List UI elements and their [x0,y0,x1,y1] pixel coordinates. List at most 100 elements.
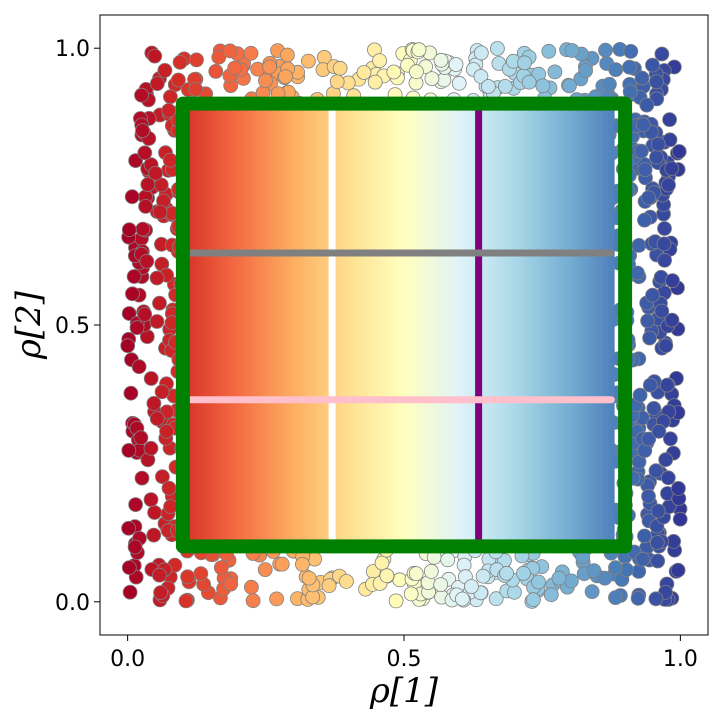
inner-square-strip [313,109,317,547]
scatter-point [278,69,293,84]
scatter-point [608,62,624,77]
scatter-point [180,569,196,585]
scatter-point [146,527,162,543]
inner-square-strip [300,109,305,547]
inner-square-strip [611,109,615,547]
scatter-point [664,312,680,328]
inner-square-strip [604,109,609,547]
scatter-point [562,78,577,94]
scatter-point [321,578,337,594]
inner-square-strip [516,109,521,547]
scatter-point [654,46,670,62]
scatter-point [121,442,137,458]
scatter-point [639,97,655,113]
inner-square-strip [337,109,342,547]
inner-square-strip [522,109,527,547]
y-tick-label: 0.0 [55,591,90,616]
scatter-point [640,313,655,329]
scatter-point [564,573,579,589]
inner-square-strip [209,109,214,547]
scatter-point [135,123,150,138]
inner-square-strip [383,109,387,547]
inner-square-strip [279,109,284,547]
scatter-point [151,567,167,583]
inner-square-strip [322,109,326,547]
scatter-point [547,64,563,80]
inner-square-strip [571,109,576,547]
scatter-point [152,204,168,220]
scatter-point [670,562,686,578]
scatter-point [170,72,186,88]
scatter-point [526,592,541,608]
inner-square-strip [443,109,448,547]
scatter-point [659,377,675,393]
scatter-point [188,81,204,97]
inner-square-strip [547,109,551,547]
inner-square-strip [325,109,329,547]
inner-square-strip [294,109,299,547]
inner-square-strip [483,109,487,547]
scatter-point [648,591,664,607]
scatter-point [632,387,648,403]
inner-square-strip [389,109,393,547]
scatter-point [635,117,651,133]
scatter-point [622,59,637,75]
scatter-point [211,49,227,65]
inner-square-strip [592,109,597,547]
y-axis-label: ρ[2] [9,290,49,360]
scatter-point [227,60,243,76]
scatter-point [517,55,532,71]
inner-square-strip [525,109,530,547]
inner-square-strip [297,109,302,547]
scatter-point [338,574,354,589]
scatter-point [386,64,402,80]
scatter-point [149,76,165,91]
scatter-point [133,430,149,446]
scatter-point [379,568,395,584]
inner-square-strip [425,109,430,547]
scatter-point [128,497,144,513]
scatter-point [143,371,159,386]
scatter-point [243,579,259,595]
scatter-point [139,253,155,269]
inner-square-strip [459,109,463,547]
inner-square-strip [559,109,563,547]
inner-square-strip [270,109,275,547]
lines-layer [184,105,615,550]
scatter-point [475,568,491,584]
inner-square-strip [498,109,503,547]
scatter-point [602,76,617,92]
scatter-point [535,78,551,94]
inner-square-strip [407,109,411,547]
scatter-point [634,70,650,86]
scatter-point [473,45,489,61]
scatter-point [623,44,639,59]
inner-square-strip [401,109,405,547]
scatter-point [301,570,317,586]
inner-square-strip [601,109,606,547]
scatter-point [499,565,515,581]
inner-square-strip [361,109,366,547]
inner-square-strip [215,109,220,547]
scatter-point [154,384,170,400]
inner-square-strip [541,109,545,547]
scatter-point [269,591,285,607]
y-axis: 0.0 0.5 1.0 [55,37,100,616]
inner-square-strip [501,109,506,547]
inner-square-strip [234,109,238,547]
scatter-point [147,48,163,64]
inner-square-strip [252,109,256,547]
inner-square-strip [243,109,247,547]
scatter-point [662,112,677,127]
y-tick-label: 1.0 [55,37,90,62]
scatter-point [222,43,238,59]
inner-square-strip [437,109,442,547]
scatter-point [516,565,531,581]
inner-square-strip [355,109,360,547]
scatter-point [161,103,177,118]
inner-square-strip [492,109,497,547]
scatter-point [127,539,143,555]
scatter-point [408,566,424,581]
scatter-point [454,591,470,607]
inner-square-strip [376,109,381,547]
